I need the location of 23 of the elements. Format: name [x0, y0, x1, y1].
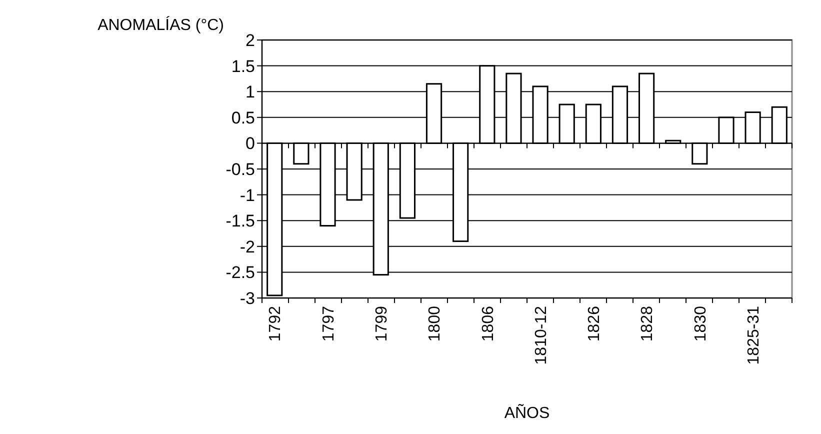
y-tick-label: 1: [246, 82, 255, 102]
x-tick-label: 1799: [373, 306, 390, 342]
x-axis-title: AÑOS: [504, 403, 550, 422]
y-tick-label: -2: [240, 237, 255, 256]
y-tick-label: -1.5: [226, 212, 255, 231]
x-tick-label: 1806: [480, 306, 497, 342]
y-tick-label: 1.5: [231, 56, 255, 76]
y-tick-label: -0.5: [226, 160, 255, 179]
x-tick-label: 1800: [426, 306, 444, 342]
y-tick-label: 0: [246, 134, 255, 154]
x-tick-label: 1797: [320, 306, 338, 342]
y-tick-label: 2: [246, 30, 255, 50]
x-tick-label: 1825-31: [745, 306, 762, 365]
y-axis-title: ANOMALÍAS (°C): [98, 16, 224, 34]
y-tick-label: -1: [240, 186, 255, 205]
x-tick-label: 1826: [586, 306, 604, 342]
x-tick-label: 1810-12: [532, 306, 550, 365]
x-tick-label: 1792: [267, 306, 284, 342]
x-tick-label: 1830: [692, 306, 710, 342]
y-tick-label: -2.5: [226, 263, 255, 282]
y-tick-label: 0.5: [231, 108, 255, 128]
x-tick-label: 1828: [639, 306, 656, 342]
y-tick-label: -3: [240, 288, 255, 308]
